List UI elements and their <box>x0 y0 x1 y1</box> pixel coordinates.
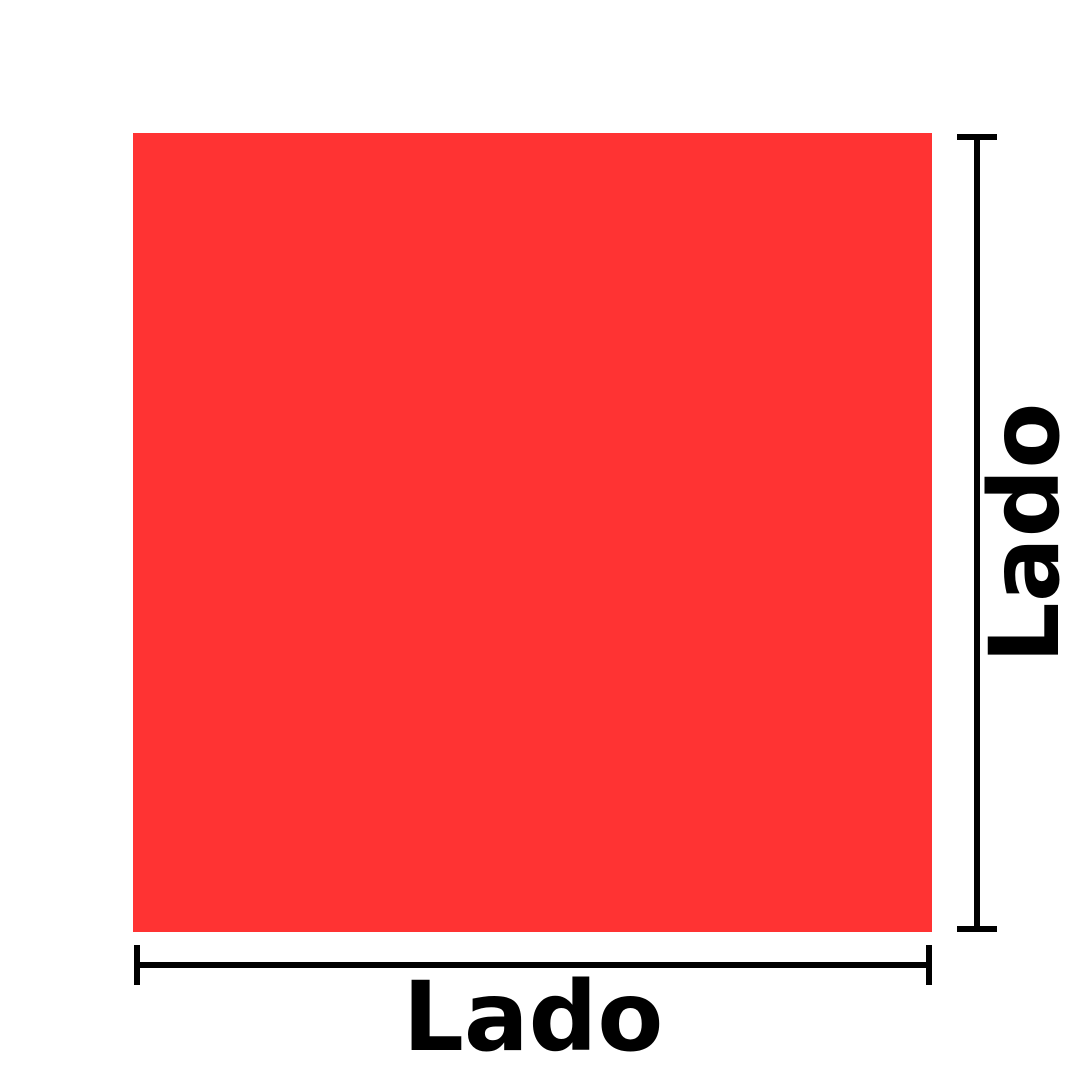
right-dimension-line <box>957 134 997 932</box>
red-square <box>133 133 932 932</box>
right-side-label: Lado <box>969 403 1067 664</box>
bottom-dimension-line <box>134 945 932 985</box>
bottom-side-label: Lado <box>403 961 664 1067</box>
